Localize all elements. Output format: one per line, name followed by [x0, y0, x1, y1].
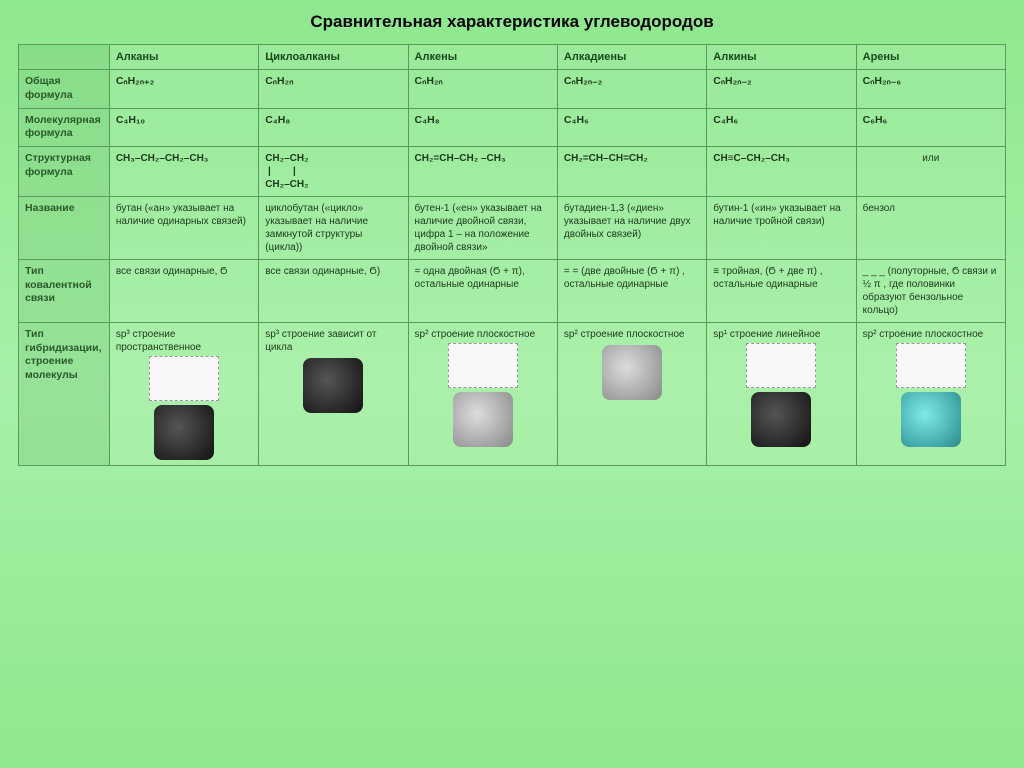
col-alkynes: Алкины — [707, 45, 856, 70]
row-general-formula: Общая формула CₙH₂ₙ₊₂ CₙH₂ₙ CₙH₂ₙ CₙH₂ₙ₋… — [19, 70, 1006, 108]
row-name: Название бутан («ан» указывает на наличи… — [19, 196, 1006, 259]
cell: все связи одинарные, Ϭ) — [259, 259, 408, 322]
cell: бензол — [856, 196, 1005, 259]
cell: sp² строение плоскостное — [408, 322, 557, 465]
cell: CₙH₂ₙ₋₂ — [557, 70, 706, 108]
row-bond-type: Тип ковалентной связи все связи одинарны… — [19, 259, 1006, 322]
row-label: Структурная формула — [19, 146, 110, 196]
col-alkenes: Алкены — [408, 45, 557, 70]
molecule-model-icon — [751, 392, 811, 447]
cell: CₙH₂ₙ₋₂ — [707, 70, 856, 108]
row-molecular-formula: Молекулярная формула C₄H₁₀ C₄H₈ C₄H₈ C₄H… — [19, 108, 1006, 146]
cell: CₙH₂ₙ — [408, 70, 557, 108]
row-label: Название — [19, 196, 110, 259]
col-cycloalkanes: Циклоалканы — [259, 45, 408, 70]
molecule-diagram-icon — [448, 343, 518, 388]
page-title: Сравнительная характеристика углеводород… — [18, 12, 1006, 32]
cell: sp¹ строение линейное — [707, 322, 856, 465]
molecule-model-icon — [602, 345, 662, 400]
cell: C₄H₁₀ — [109, 108, 258, 146]
cell: C₄H₈ — [408, 108, 557, 146]
hybrid-text: sp¹ строение линейное — [713, 329, 820, 340]
comparison-table: Алканы Циклоалканы Алкены Алкадиены Алки… — [18, 44, 1006, 466]
cell: sp² строение плоскостное — [557, 322, 706, 465]
corner-cell — [19, 45, 110, 70]
col-alkanes: Алканы — [109, 45, 258, 70]
cell: C₄H₆ — [707, 108, 856, 146]
cell: = одна двойная (Ϭ + π), остальные одинар… — [408, 259, 557, 322]
cell: = = (две двойные (Ϭ + π) , остальные оди… — [557, 259, 706, 322]
molecule-diagram-icon — [149, 356, 219, 401]
cell: sp³ строение зависит от цикла — [259, 322, 408, 465]
row-structural-formula: Структурная формула CH₃–CH₂–CH₂–CH₃ CH₂–… — [19, 146, 1006, 196]
cell: C₆H₆ — [856, 108, 1005, 146]
hybrid-text: sp² строение плоскостное — [415, 329, 536, 340]
cell: sp³ строение пространственное — [109, 322, 258, 465]
cell: бутан («ан» указывает на наличие одинарн… — [109, 196, 258, 259]
hybrid-text: sp² строение плоскостное — [863, 329, 984, 340]
molecule-diagram-icon — [896, 343, 966, 388]
row-hybridization: Тип гибридизации, строение молекулы sp³ … — [19, 322, 1006, 465]
cell: CₙH₂ₙ₊₂ — [109, 70, 258, 108]
row-label: Молекулярная формула — [19, 108, 110, 146]
cell: CH₂=CH–CH₂ –CH₃ — [408, 146, 557, 196]
molecule-model-icon — [154, 405, 214, 460]
cell: _ _ _ (полуторные, Ϭ связи и ½ π , где п… — [856, 259, 1005, 322]
row-label: Тип ковалентной связи — [19, 259, 110, 322]
hybrid-text: sp³ строение пространственное — [116, 329, 201, 353]
molecule-model-icon — [303, 358, 363, 413]
col-alkadienes: Алкадиены — [557, 45, 706, 70]
cell: бутадиен-1,3 («диен» указывает на наличи… — [557, 196, 706, 259]
cell: sp² строение плоскостное — [856, 322, 1005, 465]
cell: CH≡C–CH₂–CH₃ — [707, 146, 856, 196]
molecule-diagram-icon — [746, 343, 816, 388]
cell: CH₂–CH₂ | | CH₂–CH₂ — [259, 146, 408, 196]
molecule-model-icon — [901, 392, 961, 447]
cell: бутен-1 («ен» указывает на наличие двойн… — [408, 196, 557, 259]
hybrid-text: sp² строение плоскостное — [564, 329, 685, 340]
cell: CₙH₂ₙ — [259, 70, 408, 108]
cell: CH₃–CH₂–CH₂–CH₃ — [109, 146, 258, 196]
row-label: Общая формула — [19, 70, 110, 108]
row-label: Тип гибридизации, строение молекулы — [19, 322, 110, 465]
cell: CH₂=CH–CH=CH₂ — [557, 146, 706, 196]
table-header-row: Алканы Циклоалканы Алкены Алкадиены Алки… — [19, 45, 1006, 70]
molecule-model-icon — [453, 392, 513, 447]
cell: или — [856, 146, 1005, 196]
col-arenes: Арены — [856, 45, 1005, 70]
cell: все связи одинарные, Ϭ — [109, 259, 258, 322]
hybrid-text: sp³ строение зависит от цикла — [265, 329, 376, 353]
cell: C₄H₈ — [259, 108, 408, 146]
cell: ≡ тройная, (Ϭ + две π) , остальные одина… — [707, 259, 856, 322]
cell: CₙH₂ₙ₋₆ — [856, 70, 1005, 108]
cell: циклобутан («цикло» указывает на наличие… — [259, 196, 408, 259]
cell: бутин-1 («ин» указывает на наличие тройн… — [707, 196, 856, 259]
cell: C₄H₆ — [557, 108, 706, 146]
